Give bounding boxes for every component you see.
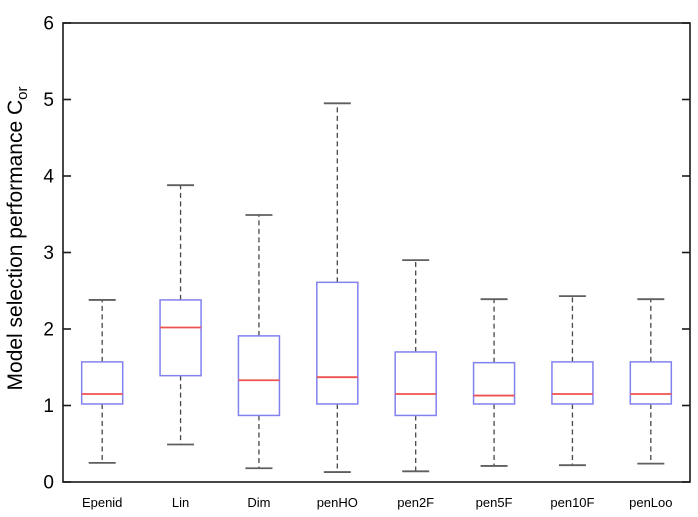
y-tick-label: 0	[43, 473, 54, 494]
box-group-pen2F	[394, 259, 437, 473]
y-tick-label: 1	[43, 396, 54, 417]
x-tick-label: Epenid	[82, 495, 122, 510]
x-tick-label: pen5F	[476, 495, 513, 510]
y-axis-label: Model selection performance Cor	[4, 87, 31, 391]
iqr-box	[472, 361, 516, 405]
iqr-box	[80, 361, 124, 405]
x-tick-label: Lin	[172, 495, 189, 510]
box-group-pen10F	[551, 295, 594, 467]
box-group-Epenid	[80, 299, 124, 464]
x-tick-label: pen10F	[550, 495, 594, 510]
x-tick-label: pen2F	[397, 495, 434, 510]
box-group-pen5F	[472, 298, 516, 467]
iqr-box	[629, 361, 673, 405]
y-tick-label: 3	[43, 243, 54, 264]
x-tick-label: penLoo	[629, 495, 672, 510]
iqr-box	[159, 299, 202, 377]
x-tick-label: Dim	[247, 495, 270, 510]
box-group-Dim	[237, 214, 281, 470]
y-tick-label: 4	[43, 167, 54, 188]
box-group-penHO	[316, 102, 359, 473]
iqr-box	[237, 335, 281, 417]
x-tick-label: penHO	[317, 495, 358, 510]
box-group-Lin	[159, 184, 202, 446]
y-tick-label: 5	[43, 90, 54, 111]
y-tick-label: 2	[43, 320, 54, 341]
iqr-box	[394, 351, 437, 417]
iqr-box	[316, 281, 359, 405]
iqr-box	[551, 361, 594, 405]
y-tick-label: 6	[43, 14, 54, 35]
box-group-penLoo	[629, 298, 673, 465]
